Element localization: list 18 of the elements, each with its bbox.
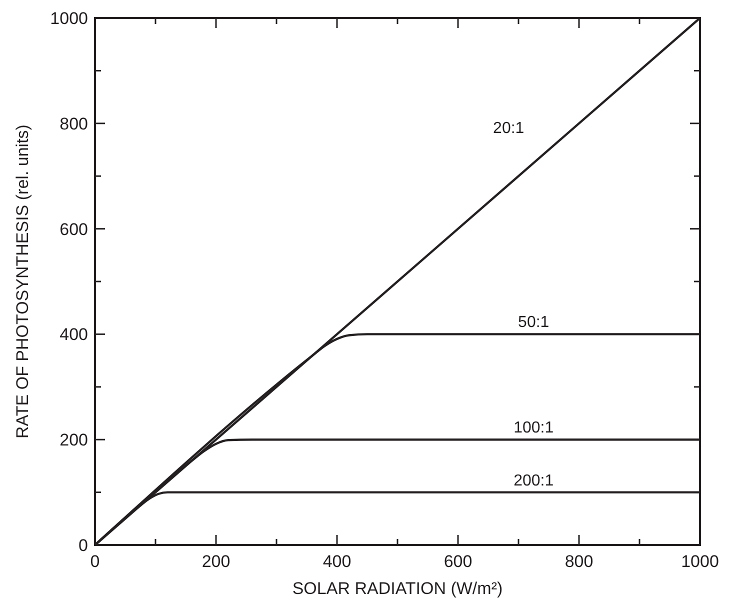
y-axis-title: RATE OF PHOTOSYNTHESIS (rel. units) [13,124,32,438]
y-tick-label: 600 [60,220,88,239]
x-tick-label: 200 [202,552,230,571]
x-tick-label: 400 [322,552,352,571]
y-tick-label: 400 [60,325,88,344]
y-tick-label: 800 [60,114,88,134]
series-label: 50:1 [518,314,550,332]
series-label: 200:1 [514,472,554,490]
x-tick-label: 0 [90,552,100,571]
series-label: 100:1 [514,420,554,437]
y-tick-label: 0 [78,536,88,555]
y-tick-label: 200 [60,430,88,450]
x-tick-label: 600 [444,552,472,571]
x-axis-title: SOLAR RADIATION (W/m²) [292,579,503,598]
series-label: 20:1 [493,120,524,137]
x-tick-label: 1000 [681,552,719,571]
x-tick-label: 800 [564,552,594,571]
y-tick-label: 1000 [50,9,88,28]
